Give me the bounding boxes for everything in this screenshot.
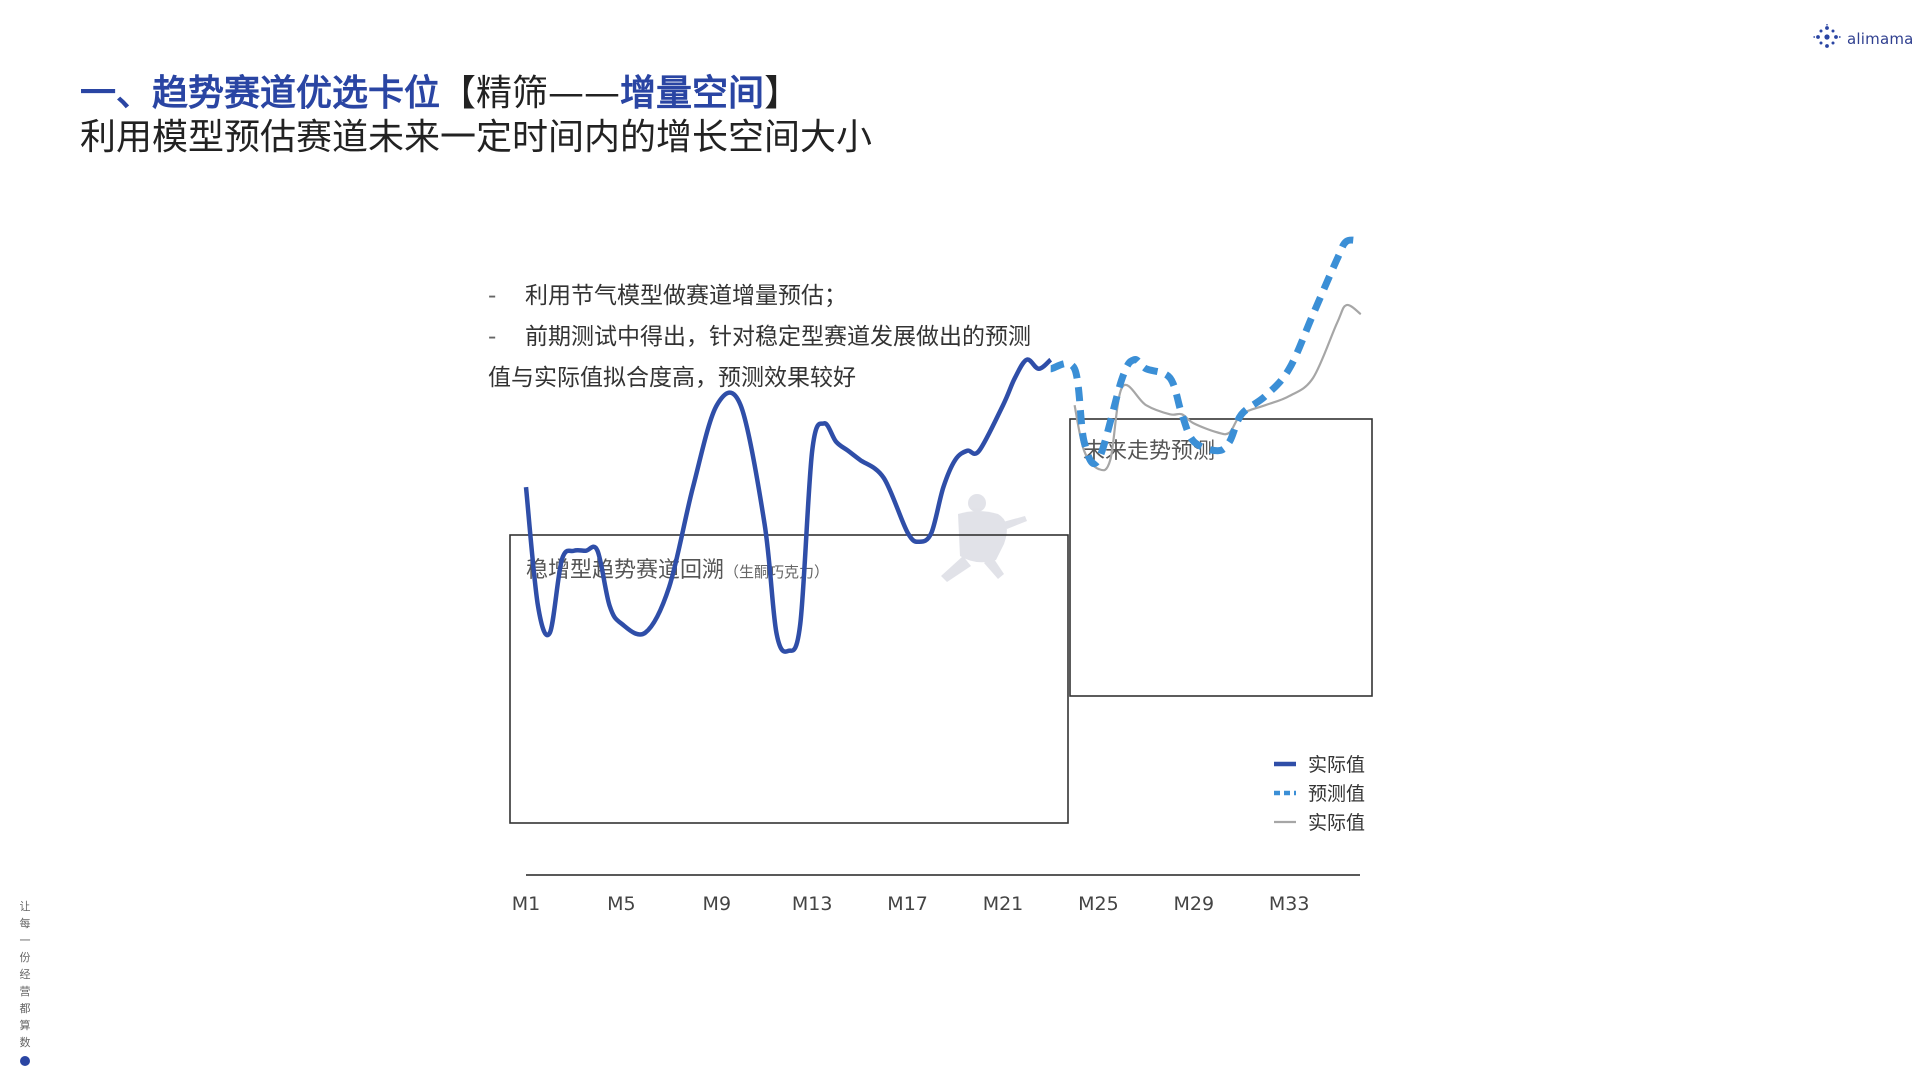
- legend-label: 实际值: [1308, 754, 1365, 776]
- title-mid: 精筛——: [476, 73, 621, 114]
- side-slogan-char: 算: [19, 1019, 31, 1032]
- x-tick-label: M21: [983, 893, 1024, 915]
- bullet-list: - 利用节气模型做赛道增量预估； - 前期测试中得出，针对稳定型赛道发展做出的预…: [488, 276, 1031, 399]
- bullet-dash: -: [488, 283, 497, 309]
- side-slogan-char: 都: [19, 1002, 31, 1015]
- title-highlight: 增量空间: [620, 73, 765, 114]
- series-line-solid-thin: [1073, 303, 1362, 472]
- title-bracket-open: 【: [440, 73, 477, 114]
- legend-label: 预测值: [1308, 783, 1365, 805]
- page-title: 一、趋势赛道优选卡位【精筛——增量空间】: [80, 64, 800, 116]
- side-slogan-char: 每: [19, 917, 31, 930]
- page-subtitle: 利用模型预估赛道未来一定时间内的增长空间大小: [80, 117, 873, 158]
- x-tick-label: M5: [607, 893, 635, 915]
- side-slogan-char: 经: [19, 968, 31, 981]
- backtest-panel: [509, 534, 1069, 824]
- side-dot: [20, 1056, 30, 1066]
- runner-illustration: [941, 494, 1027, 582]
- bullet-text: 利用节气模型做赛道增量预估；: [525, 283, 847, 309]
- x-tick-label: M29: [1174, 893, 1215, 915]
- x-tick-label: M33: [1269, 893, 1310, 915]
- forecast-panel: [1069, 418, 1373, 697]
- bullet-dash: -: [488, 324, 497, 350]
- logo: alimama: [1813, 24, 1914, 54]
- title-bracket-close: 】: [764, 73, 801, 114]
- legend-label: 实际值: [1308, 812, 1365, 834]
- side-slogan-char: 营: [19, 985, 31, 998]
- side-slogan-char: 份: [19, 951, 31, 964]
- side-slogan-char: 数: [19, 1036, 31, 1049]
- side-slogan-char: 让: [19, 900, 31, 913]
- x-tick-label: M1: [512, 893, 540, 915]
- logo-text: alimama: [1847, 30, 1914, 48]
- series-layer: [523, 236, 1362, 654]
- x-tick-label: M13: [792, 893, 833, 915]
- bullet-text: 前期测试中得出，针对稳定型赛道发展做出的预测: [525, 324, 1031, 350]
- series-line-dashed-thick: [1049, 236, 1362, 468]
- bullet-continuation: 值与实际值拟合度高，预测效果较好: [488, 358, 1031, 399]
- alimama-sparkle-icon: [1813, 24, 1841, 54]
- series-line-solid-thick: [523, 357, 1053, 654]
- bullet-text: 值与实际值拟合度高，预测效果较好: [488, 365, 856, 391]
- title-main: 一、趋势赛道优选卡位: [80, 73, 441, 114]
- side-slogan-char: 一: [19, 934, 31, 947]
- side-slogan: 让每一份经营都算数: [18, 898, 32, 1051]
- x-tick-label: M9: [703, 893, 731, 915]
- x-tick-label: M25: [1078, 893, 1119, 915]
- x-tick-label: M17: [887, 893, 928, 915]
- bullet-item: - 利用节气模型做赛道增量预估；: [488, 276, 1031, 317]
- bullet-item: - 前期测试中得出，针对稳定型赛道发展做出的预测: [488, 317, 1031, 358]
- x-tick-labels: M1 M5 M9 M13 M17 M21 M25 M29 M33: [512, 893, 1310, 915]
